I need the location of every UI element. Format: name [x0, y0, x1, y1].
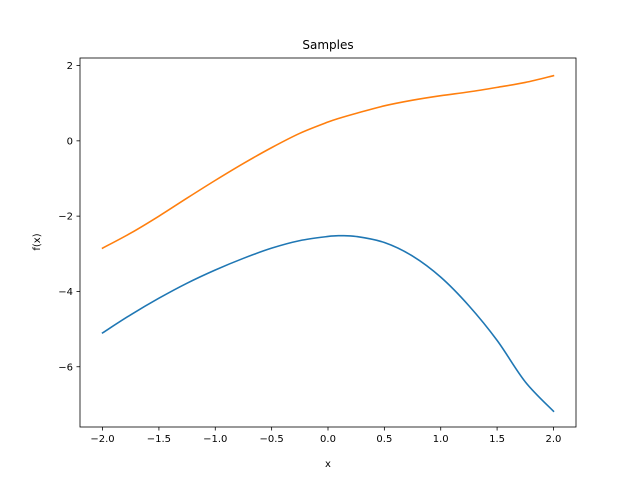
x-tick-label: 0.0	[320, 434, 336, 445]
x-axis-label: x	[325, 459, 331, 470]
x-tick-label: 2.0	[546, 434, 562, 445]
tick-layer: −2.0 −1.5 −1.0 −0.5 0.0 0.5 1.0 1.5 2.0 −6 −4 −2 0 2	[58, 61, 561, 445]
x-tick-label: 1.0	[433, 434, 449, 445]
x-tick-label: −1.5	[147, 434, 171, 445]
x-tick-label: −1.0	[203, 434, 227, 445]
y-axis-label: f(x)	[32, 233, 43, 250]
chart-title: Samples	[302, 38, 353, 52]
x-tick-label: 1.5	[489, 434, 505, 445]
plot-frame	[79, 57, 577, 428]
y-tick-label: 2	[67, 61, 73, 72]
y-tick-label: −2	[58, 212, 73, 223]
series-line-1	[101, 234, 555, 413]
y-tick-label: 0	[67, 136, 73, 147]
series-layer	[101, 74, 555, 413]
y-tick-label: −4	[58, 287, 73, 298]
x-tick-label: −0.5	[259, 434, 283, 445]
y-tick-label: −6	[58, 362, 73, 373]
x-tick-label: 0.5	[376, 434, 392, 445]
x-tick-label: −2.0	[90, 434, 114, 445]
series-line-2	[101, 74, 555, 250]
